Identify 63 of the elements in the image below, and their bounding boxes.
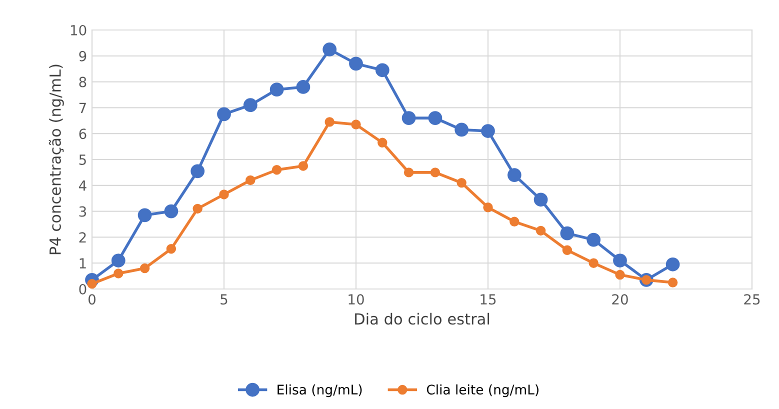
point [192,204,202,214]
y-tick-label: 2 [79,232,86,242]
x-tick-label: 10 [348,294,364,305]
point [428,111,442,126]
point [298,161,308,171]
legend-label: Elisa (ng/mL) [278,384,362,398]
y-tick-label: 7 [79,102,86,113]
point [510,216,520,227]
point [613,254,627,268]
point [140,263,150,274]
y-tick-label: 0 [79,284,86,294]
point [481,124,495,138]
point [615,270,625,280]
point [164,204,178,218]
point [483,202,493,212]
point [322,42,337,56]
x-tick-label: 20 [612,294,628,305]
x-axis-title: Dia do ciclo estral [355,312,489,325]
point [402,111,416,126]
point [507,168,522,182]
point [430,168,440,178]
x-tick-label: 0 [88,294,96,305]
point [166,244,176,254]
point [217,107,231,122]
point [296,80,310,94]
point [668,278,678,288]
point [378,138,388,148]
point [243,98,258,112]
y-tick-label: 1 [80,258,86,268]
x-tick-label: 15 [480,294,496,305]
x-tick-label: 5 [220,294,228,305]
y-tick-label: 5 [79,154,86,165]
y-tick-label: 3 [79,206,86,217]
point [534,192,548,207]
y-tick-label: 9 [79,50,86,62]
point [562,245,572,256]
point [588,258,598,268]
x-tick-label: 25 [744,294,760,305]
point [138,208,152,222]
point [114,268,124,278]
legend-label: Clia leite (ng/mL) [426,384,538,398]
point [454,122,469,137]
point [586,232,601,247]
point [404,168,414,178]
point [270,82,284,97]
point [560,226,574,240]
point [190,164,205,178]
point [272,165,282,175]
point [351,120,361,130]
point [111,254,126,268]
y-tick-label: 6 [79,128,86,140]
point [456,178,466,188]
point [666,257,680,272]
y-tick-label: 8 [79,76,86,88]
y-axis-title: P4 concentração (ng/mL) [48,64,64,254]
point [349,56,363,71]
point [375,63,390,78]
point [246,175,256,186]
point [536,226,546,236]
point [324,117,334,127]
y-tick-label: 4 [78,180,86,191]
y-tick-label: 10 [70,24,86,36]
point [219,190,229,200]
